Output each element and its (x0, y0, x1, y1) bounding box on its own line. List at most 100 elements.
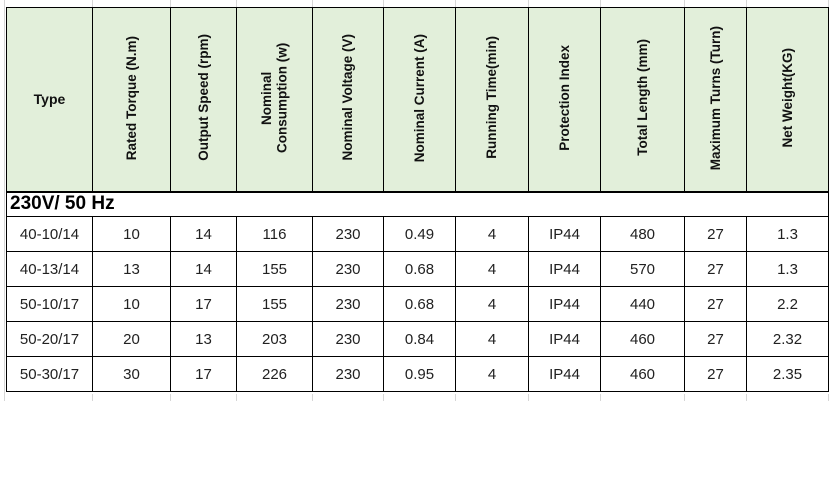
data-cell: 20 (92, 321, 171, 357)
column-header-label: Net Weight(KG) (779, 48, 795, 148)
data-cell: 230 (312, 251, 384, 287)
column-header-rated-torque: Rated Torque (N.m) (92, 7, 171, 193)
data-cell: 14 (170, 251, 237, 287)
type-cell: 40-13/14 (6, 251, 93, 287)
data-cell: 17 (170, 286, 237, 322)
gridline-tick (312, 394, 313, 401)
gridline-tick (236, 394, 237, 401)
column-header-protection-index: Protection Index (528, 7, 601, 193)
column-header-type: Type (6, 7, 93, 193)
gridline-tick (312, 0, 313, 7)
table-row: 40-10/14 10 14 116 230 0.49 4 IP44 480 27 1.3 (6, 216, 829, 252)
data-cell: 203 (236, 321, 313, 357)
data-cell: 230 (312, 286, 384, 322)
data-cell: 570 (600, 251, 685, 287)
type-cell: 40-10/14 (6, 216, 93, 252)
data-cell: 226 (236, 356, 313, 392)
column-header-label: Running Time(min) (484, 36, 500, 160)
gridline-tick (455, 0, 456, 7)
table-row: 50-20/17 20 13 203 230 0.84 4 IP44 460 27 2.32 (6, 321, 829, 357)
gridline-tick (4, 0, 5, 401)
data-cell: 230 (312, 321, 384, 357)
data-cell: IP44 (528, 216, 601, 252)
data-cell: IP44 (528, 356, 601, 392)
data-cell: 2.2 (746, 286, 829, 322)
gridline-tick (528, 0, 529, 7)
column-header-running-time: Running Time(min) (455, 7, 529, 193)
data-cell: 4 (455, 251, 529, 287)
table-header-row: Type Rated Torque (N.m) Output Speed (rp… (6, 7, 829, 193)
data-cell: 440 (600, 286, 685, 322)
data-cell: 0.84 (383, 321, 456, 357)
data-cell: 155 (236, 251, 313, 287)
data-cell: 1.3 (746, 251, 829, 287)
data-cell: IP44 (528, 286, 601, 322)
data-cell: 27 (684, 251, 747, 287)
column-header-label: Nominal Consumption (w) (258, 42, 290, 153)
column-header-nominal-voltage: Nominal Voltage (V) (312, 7, 384, 193)
column-header-label: Type (33, 91, 66, 108)
gridline-tick (746, 0, 747, 7)
gridline-tick (828, 0, 829, 7)
column-header-nominal-consumption: Nominal Consumption (w) (236, 7, 313, 193)
data-cell: 4 (455, 356, 529, 392)
table-body: 230V/ 50 Hz 40-10/14 10 14 116 230 0.49 4 IP44 4… (6, 191, 829, 392)
gridline-tick (455, 394, 456, 401)
gridline-tick (746, 394, 747, 401)
gridline-tick (383, 0, 384, 7)
data-cell: 0.95 (383, 356, 456, 392)
gridline-tick (170, 0, 171, 7)
table-row: 50-30/17 30 17 226 230 0.95 4 IP44 460 27 2.35 (6, 356, 829, 392)
gridline-tick (600, 394, 601, 401)
gridline-tick (600, 0, 601, 7)
column-header-label: Total Length (mm) (634, 39, 650, 157)
column-header-label: Maximum Turns (Turn) (707, 25, 723, 170)
spec-table: Type Rated Torque (N.m) Output Speed (rp… (6, 7, 829, 392)
data-cell: 27 (684, 356, 747, 392)
column-header-total-length: Total Length (mm) (600, 7, 685, 193)
data-cell: IP44 (528, 251, 601, 287)
data-cell: 2.35 (746, 356, 829, 392)
column-header-label: Protection Index (556, 44, 572, 151)
table-row: 40-13/14 13 14 155 230 0.68 4 IP44 570 27 1.3 (6, 251, 829, 287)
data-cell: 1.3 (746, 216, 829, 252)
column-header-label: Rated Torque (N.m) (123, 35, 139, 160)
type-cell: 50-20/17 (6, 321, 93, 357)
data-cell: 116 (236, 216, 313, 252)
gridline-tick (684, 394, 685, 401)
data-cell: 4 (455, 321, 529, 357)
data-cell: 230 (312, 356, 384, 392)
gridline-tick (92, 0, 93, 7)
data-cell: 0.68 (383, 286, 456, 322)
type-cell: 50-30/17 (6, 356, 93, 392)
data-cell: 10 (92, 286, 171, 322)
data-cell: 460 (600, 356, 685, 392)
table-row: 50-10/17 10 17 155 230 0.68 4 IP44 440 27 2.2 (6, 286, 829, 322)
gridline-tick (828, 394, 829, 401)
column-header-output-speed: Output Speed (rpm) (170, 7, 237, 193)
data-cell: 13 (92, 251, 171, 287)
gridline-tick (170, 394, 171, 401)
gridline-tick (236, 0, 237, 7)
gridline-tick (92, 394, 93, 401)
data-cell: 27 (684, 216, 747, 252)
data-cell: 14 (170, 216, 237, 252)
column-header-label: Output Speed (rpm) (195, 34, 211, 162)
section-row: 230V/ 50 Hz (6, 191, 829, 217)
data-cell: 480 (600, 216, 685, 252)
column-header-label: Nominal Voltage (V) (340, 34, 356, 161)
data-cell: 13 (170, 321, 237, 357)
data-cell: 4 (455, 216, 529, 252)
data-cell: 30 (92, 356, 171, 392)
column-header-label: Nominal Current (A) (411, 33, 427, 162)
gridline-tick (684, 0, 685, 7)
data-cell: 0.49 (383, 216, 456, 252)
data-cell: 27 (684, 321, 747, 357)
data-cell: 0.68 (383, 251, 456, 287)
data-cell: 155 (236, 286, 313, 322)
column-header-maximum-turns: Maximum Turns (Turn) (684, 7, 747, 193)
data-cell: 10 (92, 216, 171, 252)
data-cell: 460 (600, 321, 685, 357)
data-cell: 2.32 (746, 321, 829, 357)
data-cell: IP44 (528, 321, 601, 357)
